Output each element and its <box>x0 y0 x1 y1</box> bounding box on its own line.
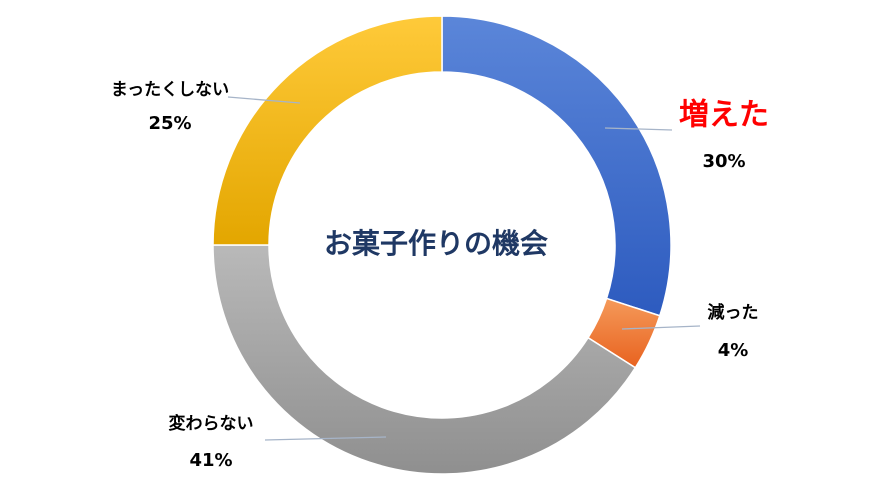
slice-value-label-2: 4% <box>718 340 749 361</box>
slice-4 <box>212 15 443 246</box>
slice-value-label-1: 30% <box>702 151 745 172</box>
leader-line-3 <box>264 436 387 441</box>
data-labels-group: 増えた 30% 減った 4% 変わらない 41% まったくしない 25% <box>111 80 769 471</box>
slice-3 <box>212 244 637 475</box>
slice-label-4: まったくしない <box>111 80 229 100</box>
chart-title: お菓子作りの機会 <box>324 227 548 260</box>
slices-group <box>212 15 672 475</box>
slice-label-3: 変わらない <box>169 413 254 434</box>
leader-lines-group <box>227 96 701 441</box>
leader-line-2 <box>621 325 701 330</box>
leader-line-4 <box>227 96 301 104</box>
slice-label-2: 減った <box>708 302 759 323</box>
slice-value-label-4: 25% <box>148 113 191 134</box>
slice-1 <box>441 15 672 317</box>
slice-value-label-3: 41% <box>189 450 232 471</box>
slice-label-1: 増えた <box>679 98 769 133</box>
leader-line-1 <box>604 127 673 131</box>
